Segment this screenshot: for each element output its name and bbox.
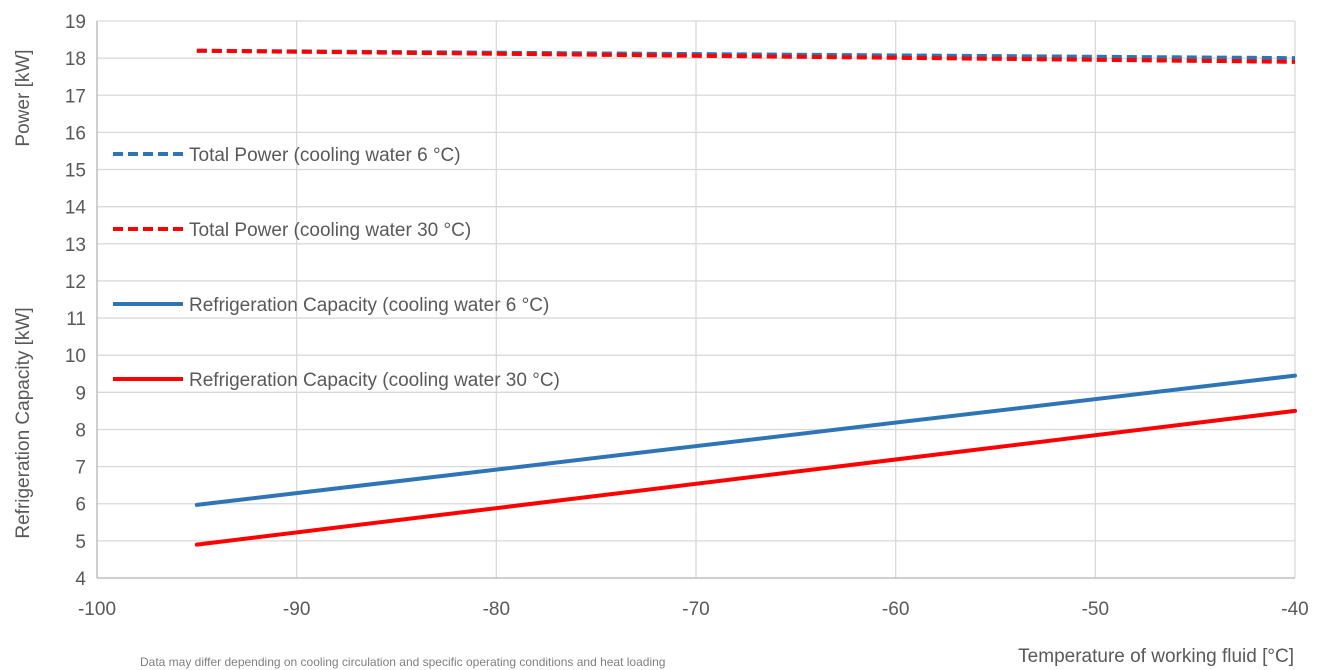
gridlines <box>97 20 1296 578</box>
y-tick-label: 7 <box>75 458 86 479</box>
legend: Total Power (cooling water 6 °C) Total Po… <box>113 145 560 391</box>
y-tick-label: 13 <box>65 235 86 256</box>
x-tick-labels: -100 -90 -80 -70 -60 -50 -40 <box>78 599 1309 620</box>
y-tick-label: 8 <box>75 420 86 441</box>
y-tick-label: 14 <box>65 198 87 219</box>
legend-label-2: Total Power (cooling water 30 °C) <box>189 220 471 241</box>
x-tick-label: -90 <box>283 599 310 620</box>
y-tick-label: 15 <box>65 161 86 182</box>
legend-label-3: Refrigeration Capacity (cooling water 6 … <box>189 295 549 316</box>
x-tick-label: -60 <box>882 599 909 620</box>
y-tick-label: 5 <box>75 532 86 553</box>
legend-label-4: Refrigeration Capacity (cooling water 30… <box>189 370 560 391</box>
y-tick-labels: 4 5 6 7 8 9 10 11 12 13 14 15 16 17 18 19 <box>65 12 87 590</box>
x-tick-label: -40 <box>1281 599 1308 620</box>
x-tick-label: -70 <box>682 599 709 620</box>
y-tick-label: 19 <box>65 12 86 33</box>
y-tick-label: 12 <box>65 272 86 293</box>
y-tick-label: 17 <box>65 86 86 107</box>
series-lines <box>194 48 1297 547</box>
y-axis-title-top: Power [kW] <box>13 49 34 146</box>
axes <box>96 21 1295 579</box>
series-line-2 <box>196 48 1296 64</box>
y-tick-label: 4 <box>75 569 86 590</box>
legend-label-1: Total Power (cooling water 6 °C) <box>189 145 461 166</box>
y-tick-label: 11 <box>66 309 86 330</box>
x-tick-label: -100 <box>78 599 116 620</box>
series-line-3 <box>194 373 1297 507</box>
x-axis-title: Temperature of working fluid [°C] <box>1018 646 1294 667</box>
y-tick-label: 18 <box>65 49 86 70</box>
x-tick-label: -80 <box>483 599 510 620</box>
y-tick-label: 9 <box>75 383 86 404</box>
y-axis-title-bottom: Refrigeration Capacity [kW] <box>13 307 34 538</box>
x-tick-label: -50 <box>1082 599 1109 620</box>
y-tick-label: 6 <box>75 495 86 516</box>
footnote: Data may differ depending on cooling cir… <box>140 655 665 669</box>
series-line-4 <box>194 408 1297 547</box>
y-tick-label: 16 <box>65 123 86 144</box>
y-tick-label: 10 <box>65 346 86 367</box>
